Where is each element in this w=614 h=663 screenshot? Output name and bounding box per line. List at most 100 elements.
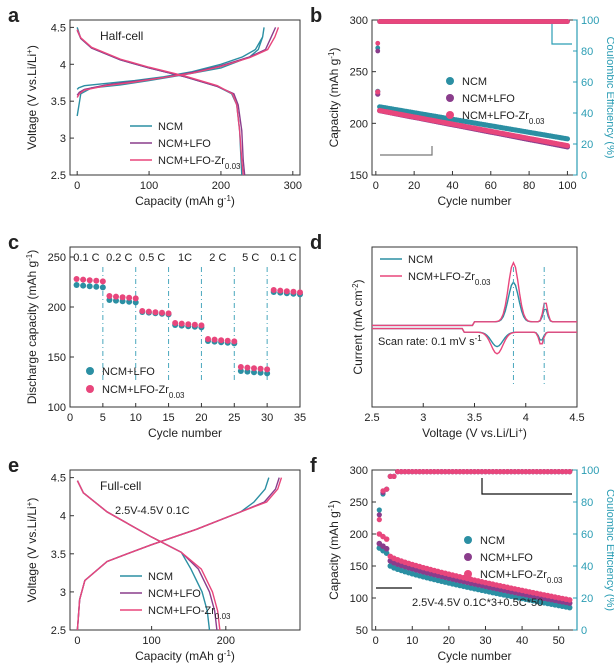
legend-marker — [86, 385, 94, 393]
x-tick-label: 100 — [140, 180, 158, 192]
x-tick-label-part: 0 — [74, 635, 80, 647]
y2-axis-label-part: Coulombic Efficiency (%) — [604, 489, 614, 611]
y-axis-label-part: Capacity (mAh g — [327, 511, 341, 600]
y-axis-label-part: ) — [327, 500, 341, 504]
y-axis-label-part: ) — [351, 279, 365, 283]
x-axis-label-part: Cycle number — [437, 194, 511, 208]
x-tick-label: 30 — [479, 635, 491, 647]
y-axis-label-part: Voltage (V vs.Li/Li — [25, 54, 39, 150]
panel-annotation-2-part: 2.5V-4.5V 0.1C — [115, 505, 190, 517]
rate-point — [145, 308, 152, 315]
y2-tick-label-part: 100 — [581, 465, 599, 477]
ce-point — [406, 469, 412, 475]
legend-label-part: NCM+LFO-Zr — [158, 155, 225, 167]
legend-label: NCM — [462, 76, 487, 88]
legend-label: NCM+LFO-Zr0.03 — [462, 110, 545, 126]
ce-point — [420, 469, 426, 475]
y-tick-label: 3.5 — [51, 549, 66, 561]
y-axis-label-part: + — [25, 501, 34, 506]
y-axis-label: Current (mA cm-2) — [351, 279, 366, 374]
legend-label: NCM+LFO — [480, 552, 533, 564]
y-tick-label-part: 250 — [350, 67, 368, 79]
legend-marker — [464, 536, 472, 544]
x-tick-label-part: 25 — [228, 412, 240, 424]
y2-tick-label: 80 — [581, 497, 593, 509]
legend-label: NCM — [480, 535, 505, 547]
legend-label-part: NCM — [158, 121, 183, 133]
legend-label-part: NCM+LFO — [158, 138, 211, 150]
rate-point — [159, 309, 165, 316]
discharge-curve — [76, 29, 244, 176]
x-tick-label-part: 100 — [142, 635, 160, 647]
ce-point — [398, 469, 404, 475]
legend-label-part: 0.03 — [529, 117, 545, 126]
ce-point — [416, 469, 423, 475]
legend-marker — [446, 94, 454, 102]
legend-label-part: 0.03 — [215, 612, 231, 621]
x-tick-label: 300 — [284, 180, 302, 192]
y2-tick-label-part: 40 — [581, 108, 593, 120]
panel-annotation-part: Full-cell — [100, 479, 141, 493]
panel-letter-part: a — [8, 5, 20, 27]
legend-label-part: NCM+LFO-Zr — [148, 605, 215, 617]
rate-point — [257, 365, 264, 372]
y2-tick-label: 100 — [581, 15, 599, 27]
x-axis-label: Cycle number — [148, 426, 222, 440]
y-tick-label: 200 — [48, 302, 66, 314]
rate-point — [139, 308, 146, 314]
y2-tick-label-part: 60 — [581, 77, 593, 89]
y-tick-label: 300 — [350, 465, 368, 477]
y-axis-label-part: + — [25, 49, 34, 54]
x-tick-label-part: 4 — [523, 412, 529, 424]
ce-point — [475, 469, 481, 475]
ce-point — [387, 473, 393, 479]
x-tick-label: 40 — [446, 180, 458, 192]
y-tick-label: 3 — [60, 587, 66, 599]
panel-letter-part: d — [310, 232, 322, 254]
x-tick-label: 3.5 — [467, 412, 482, 424]
rate-point — [237, 364, 244, 370]
legend-label: NCM+LFO — [462, 93, 515, 105]
ce-point — [376, 512, 382, 518]
capacity-point — [375, 89, 381, 95]
x-axis-label-part: Cycle number — [148, 426, 222, 440]
legend-label-part: NCM+LFO — [462, 93, 515, 105]
rate-point — [270, 287, 277, 293]
legend-label-part: 0.03 — [169, 391, 185, 400]
legend-label-part: 0.03 — [547, 576, 563, 585]
y-axis-label-part: -2 — [351, 283, 360, 291]
rate-point — [73, 282, 80, 288]
ce-point — [435, 469, 441, 475]
ce-point — [565, 19, 570, 24]
rate-point — [191, 321, 198, 328]
legend-label: NCM+LFO-Zr0.03 — [158, 155, 241, 171]
cv-anodic — [372, 261, 577, 327]
panel-letter: f — [310, 455, 317, 477]
legend-label-part: NCM+LFO — [480, 552, 533, 564]
plot-frame — [69, 246, 301, 408]
ce-point — [512, 469, 518, 475]
ce-point — [479, 469, 485, 475]
ce-point — [402, 469, 408, 475]
legend-label: NCM+LFO-Zr0.03 — [480, 569, 563, 585]
x-tick-label: 25 — [228, 412, 240, 424]
legend-label: NCM+LFO — [148, 588, 201, 600]
y-axis-label-part: ) — [25, 45, 39, 49]
y-tick-label-part: 4.5 — [51, 22, 66, 34]
legend-label-part: NCM+LFO-Zr — [462, 110, 529, 122]
rate-label-part: 0.2 C — [106, 252, 132, 264]
y-tick-label: 150 — [350, 561, 368, 573]
x-tick-label-part: 20 — [443, 635, 455, 647]
y-tick-label-part: 100 — [48, 402, 66, 414]
y-tick-label-part: 250 — [48, 252, 66, 264]
x-tick-label: 50 — [553, 635, 565, 647]
ce-point — [384, 486, 390, 492]
x-tick-label-part: 0 — [67, 412, 73, 424]
x-axis-label-part: -1 — [224, 194, 232, 203]
y2-tick-label: 0 — [581, 170, 587, 182]
ce-point — [537, 469, 543, 475]
y-axis-label-part: Discharge capacity (mAh g — [25, 261, 39, 404]
rate-point — [99, 284, 106, 291]
rate-label: 0.2 C — [106, 252, 132, 264]
